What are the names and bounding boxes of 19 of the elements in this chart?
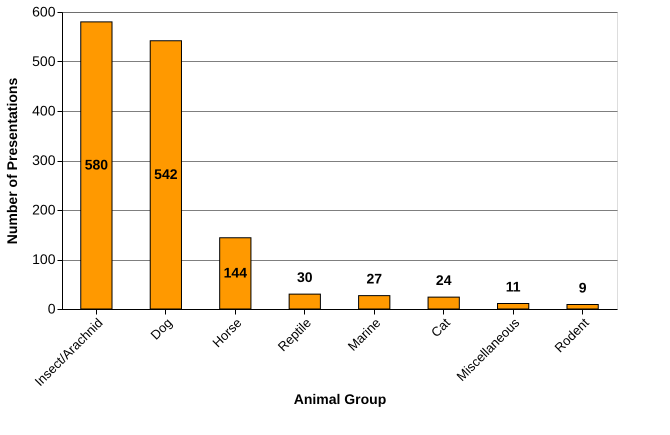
data-label: 11 bbox=[506, 278, 521, 295]
y-tick-label: 0 bbox=[48, 300, 56, 316]
y-tick-label: 500 bbox=[32, 53, 56, 69]
x-axis-title: Animal Group bbox=[294, 391, 386, 408]
x-tick-label: Cat bbox=[428, 314, 454, 340]
data-label: 580 bbox=[84, 156, 108, 172]
data-label: 144 bbox=[224, 264, 248, 280]
y-tick-label: 400 bbox=[32, 102, 56, 118]
data-label: 24 bbox=[436, 272, 452, 288]
y-tick-label: 100 bbox=[32, 251, 56, 267]
y-tick-label: 300 bbox=[32, 152, 56, 168]
data-label: 542 bbox=[154, 166, 178, 182]
x-tick-label: Dog bbox=[148, 315, 176, 343]
y-axis-title: Number of Presentations bbox=[4, 78, 20, 244]
y-tick-label: 600 bbox=[32, 4, 56, 20]
data-label: 30 bbox=[296, 269, 313, 286]
data-label: 27 bbox=[366, 270, 382, 287]
y-tick-label: 200 bbox=[32, 202, 56, 218]
data-label: 9 bbox=[578, 280, 587, 296]
